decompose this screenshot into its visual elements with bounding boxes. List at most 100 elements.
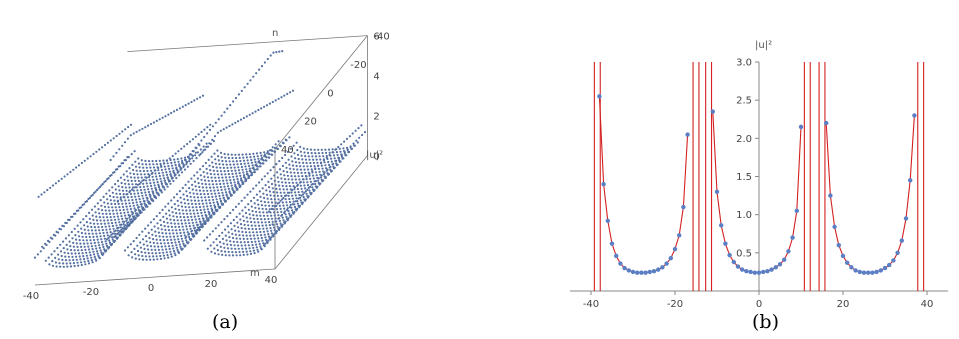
panel-b-y-tick-label: 0.5 — [736, 248, 752, 259]
panel-a-data-point — [115, 209, 118, 212]
panel-a-data-point — [247, 203, 250, 206]
panel-a-data-point — [224, 188, 227, 191]
panel-a-data-point — [191, 138, 194, 141]
panel-a-data-point — [98, 216, 101, 219]
panel-a-data-point — [134, 186, 137, 189]
panel-a-data-point — [245, 170, 248, 173]
panel-a-data-point — [262, 227, 265, 230]
panel-a-data-point — [116, 179, 120, 182]
panel-a-data-point — [308, 189, 311, 192]
panel-a-data-point — [152, 258, 155, 261]
panel-a-data-point — [280, 210, 283, 213]
panel-a-data-point — [217, 159, 220, 162]
panel-a-data-point — [145, 182, 148, 185]
panel-a-data-point — [94, 244, 97, 247]
panel-a-data-point — [193, 229, 196, 232]
panel-a-data-point — [245, 216, 248, 219]
panel-a-data-point — [205, 145, 208, 148]
panel-a-data-point — [272, 51, 275, 54]
panel-a-data-point — [108, 239, 111, 242]
panel-a-data-point — [307, 155, 310, 158]
panel-a-data-point — [303, 184, 306, 187]
panel-a-data-point — [327, 160, 330, 164]
panel-a-data-point — [225, 193, 228, 196]
panel-a-data-point — [121, 220, 124, 223]
panel-a-data-point — [143, 173, 146, 176]
panel-a-data-point — [288, 214, 292, 217]
panel-a-data-point — [127, 254, 130, 257]
panel-a-data-point — [183, 219, 186, 222]
panel-a-data-point — [218, 234, 221, 237]
panel-a-data-point — [222, 128, 225, 131]
panel-a-data-point — [114, 206, 117, 209]
panel-a-data-point — [185, 209, 188, 212]
panel-a-data-point — [99, 235, 102, 238]
panel-a-data-point — [314, 168, 317, 171]
panel-a-data-point — [299, 165, 302, 168]
panel-b-data-point — [731, 259, 736, 265]
panel-a-data-point — [155, 163, 158, 166]
panel-a-data-point — [118, 221, 121, 224]
panel-a-data-point — [198, 220, 202, 223]
panel-a-data-point — [43, 191, 46, 194]
panel-a-data-point — [242, 156, 245, 159]
panel-b-curve-segment — [825, 115, 915, 274]
panel-a-data-point — [287, 194, 290, 197]
panel-a-data-point — [162, 254, 165, 257]
panel-a-data-point — [37, 195, 40, 198]
panel-b-data-point — [748, 269, 753, 275]
panel-a-m-tick-label: 40 — [265, 275, 278, 286]
panel-a-data-point — [173, 196, 176, 199]
panel-a-data-point — [196, 171, 199, 174]
panel-a-data-point — [93, 191, 96, 195]
panel-a-data-point — [193, 199, 197, 202]
panel-a-data-point — [209, 172, 212, 176]
panel-a-data-point — [219, 200, 222, 203]
panel-a-data-point — [246, 237, 249, 240]
panel-a-data-point — [273, 211, 276, 214]
panel-a-data-point — [88, 251, 91, 254]
panel-a-data-point — [90, 194, 93, 198]
panel-a-data-point — [273, 198, 276, 201]
panel-a-data-point — [247, 174, 250, 177]
panel-a-data-point — [294, 208, 297, 211]
panel-a-data-point — [241, 168, 244, 171]
panel-a-data-point — [253, 168, 256, 171]
panel-b-x-tick-label: 40 — [921, 299, 934, 310]
panel-a-data-point — [196, 209, 199, 212]
panel-a-data-point — [264, 242, 267, 245]
panel-a-data-point — [109, 231, 112, 234]
panel-b-data-point — [656, 267, 661, 272]
panel-a-data-point — [95, 219, 99, 222]
panel-a-data-point — [142, 182, 145, 185]
panel-a-data-point — [164, 228, 167, 231]
panel-a-data-point — [152, 238, 155, 241]
panel-a-data-point — [154, 234, 158, 237]
panel-a-data-point — [286, 204, 289, 207]
panel-a-data-point — [260, 154, 263, 157]
panel-a-data-point — [69, 245, 72, 248]
panel-a-data-point — [126, 137, 129, 140]
panel-a-data-point — [171, 211, 174, 214]
panel-a-data-point — [266, 230, 269, 233]
panel-a-data-point — [106, 231, 109, 234]
panel-a-data-point — [121, 186, 124, 189]
panel-a-data-point — [275, 208, 279, 211]
panel-a-data-point — [50, 253, 53, 256]
panel-a-data-point — [263, 61, 266, 64]
panel-a-data-point — [350, 147, 353, 150]
panel-a-data-point — [111, 186, 114, 189]
panel-a-data-point — [122, 173, 125, 176]
panel-b-data-point — [895, 250, 900, 256]
panel-a-box-edge — [34, 268, 276, 286]
panel-a-data-point — [281, 184, 284, 187]
panel-a-data-point — [208, 128, 212, 131]
panel-a-data-point — [356, 141, 359, 144]
panel-a-data-point — [247, 162, 250, 165]
panel-a-data-point — [237, 182, 240, 185]
panel-a-data-point — [145, 196, 148, 199]
panel-a-data-point — [337, 145, 340, 149]
panel-a-data-point — [270, 198, 273, 201]
panel-a-n-tick-label: -40 — [373, 32, 389, 43]
panel-a-data-point — [40, 193, 43, 196]
